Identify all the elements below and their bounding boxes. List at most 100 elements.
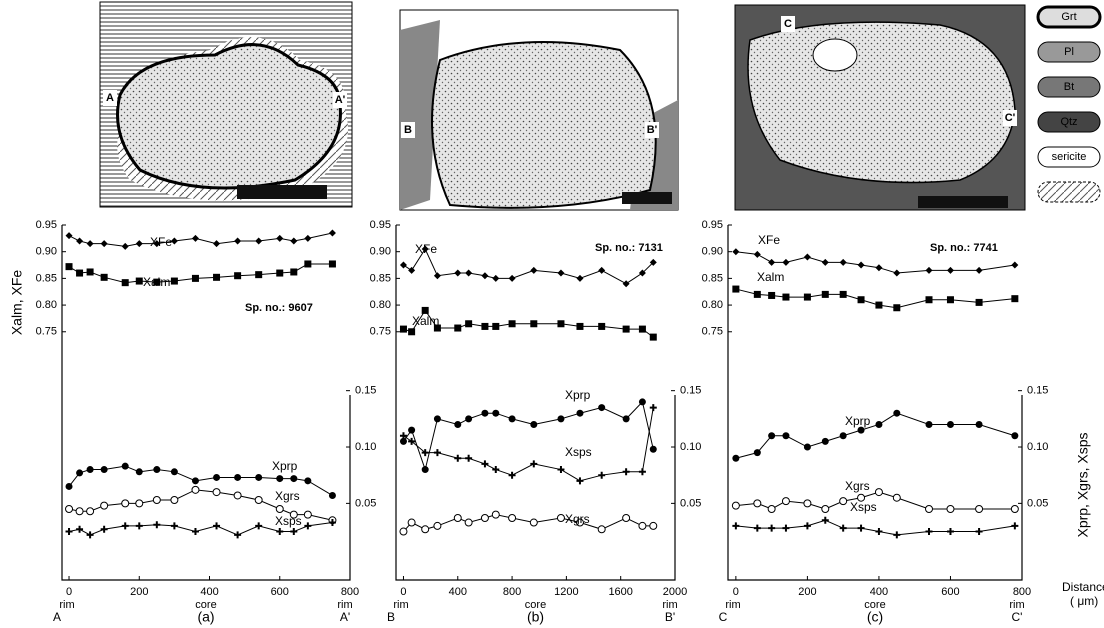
y-tick-label: 0.75: [370, 326, 391, 338]
axes-frame: [727, 225, 1023, 581]
map-label: C: [784, 18, 792, 30]
marker: [76, 469, 84, 477]
marker: [598, 266, 606, 274]
x-tick-label: 400: [870, 586, 888, 598]
annotation: Sp. no.: 7741: [930, 242, 998, 254]
marker: [598, 404, 606, 412]
marker: [857, 493, 866, 502]
y-tick-label: 0.80: [702, 299, 723, 311]
marker: [576, 322, 584, 330]
marker: [191, 485, 200, 494]
marker: [481, 460, 489, 468]
marker: [276, 475, 284, 483]
marker: [492, 466, 500, 474]
marker: [76, 269, 84, 277]
marker: [213, 473, 221, 481]
marker: [839, 432, 847, 440]
marker: [598, 322, 606, 330]
series-label: Xprp: [272, 459, 298, 473]
series-line: [68, 263, 333, 284]
marker: [65, 263, 73, 271]
marker: [421, 449, 429, 457]
marker: [508, 320, 516, 328]
marker: [135, 499, 144, 508]
panel-label: (a): [197, 609, 214, 625]
marker: [152, 495, 161, 504]
marker: [276, 269, 284, 277]
marker: [135, 277, 143, 285]
marker: [649, 521, 658, 530]
marker: [399, 432, 407, 440]
series-line: [403, 514, 654, 532]
marker: [100, 466, 108, 474]
marker: [508, 471, 516, 479]
map-label: C': [1005, 112, 1016, 124]
marker: [465, 320, 473, 328]
marker: [1011, 261, 1019, 269]
marker: [492, 322, 500, 330]
map-label-bg: [103, 90, 117, 106]
marker: [508, 415, 516, 423]
map-legend-label: Pl: [1064, 46, 1074, 58]
map-label-bg: [645, 122, 659, 138]
marker: [254, 495, 263, 504]
marker: [508, 274, 516, 282]
x-tick-label: 600: [271, 586, 289, 598]
marker: [407, 518, 416, 527]
position-label: rim: [337, 599, 352, 611]
marker: [100, 501, 109, 510]
marker: [803, 293, 811, 301]
x-tick-label: 1600: [608, 586, 632, 598]
x-tick-label: 200: [798, 586, 816, 598]
marker: [839, 290, 847, 298]
series-label: Xprp: [565, 388, 591, 402]
marker: [821, 437, 829, 445]
map-label: B': [647, 124, 658, 136]
marker: [782, 293, 790, 301]
marker: [622, 514, 631, 523]
marker: [65, 505, 74, 513]
marker: [233, 491, 242, 500]
marker: [480, 514, 489, 523]
marker: [753, 499, 762, 508]
marker: [304, 522, 312, 530]
marker: [481, 322, 489, 330]
marker: [638, 468, 646, 476]
marker: [421, 306, 429, 314]
series-label: Xsps: [275, 514, 302, 528]
marker: [86, 507, 95, 516]
marker: [753, 524, 761, 532]
marker: [290, 268, 298, 276]
marker: [433, 415, 441, 423]
y-tick-label: 0.85: [36, 272, 57, 284]
marker: [408, 437, 416, 445]
x-tick-label: 800: [1013, 586, 1031, 598]
marker: [893, 409, 901, 417]
marker: [557, 320, 565, 328]
marker: [925, 296, 933, 304]
marker: [304, 234, 312, 242]
marker: [170, 277, 178, 285]
marker: [946, 505, 955, 513]
marker: [276, 528, 284, 536]
marker: [100, 273, 108, 281]
marker: [454, 454, 462, 462]
x-tick-label: 0: [66, 586, 72, 598]
marker: [408, 328, 416, 336]
marker: [821, 290, 829, 298]
marker: [874, 488, 883, 497]
marker: [622, 325, 630, 333]
y-tick-label: 0.85: [370, 272, 391, 284]
y2-axis-label: Xprp, Xgrs, Xsps: [1075, 432, 1091, 537]
marker: [557, 466, 565, 474]
marker: [839, 524, 847, 532]
marker: [453, 514, 462, 523]
marker: [465, 454, 473, 462]
y2-tick-label: 0.10: [680, 441, 701, 453]
marker: [421, 245, 429, 253]
marker: [622, 280, 630, 288]
series-line: [403, 309, 654, 338]
marker: [975, 420, 983, 428]
series-line: [68, 522, 333, 536]
map-legend: [1036, 5, 1102, 203]
